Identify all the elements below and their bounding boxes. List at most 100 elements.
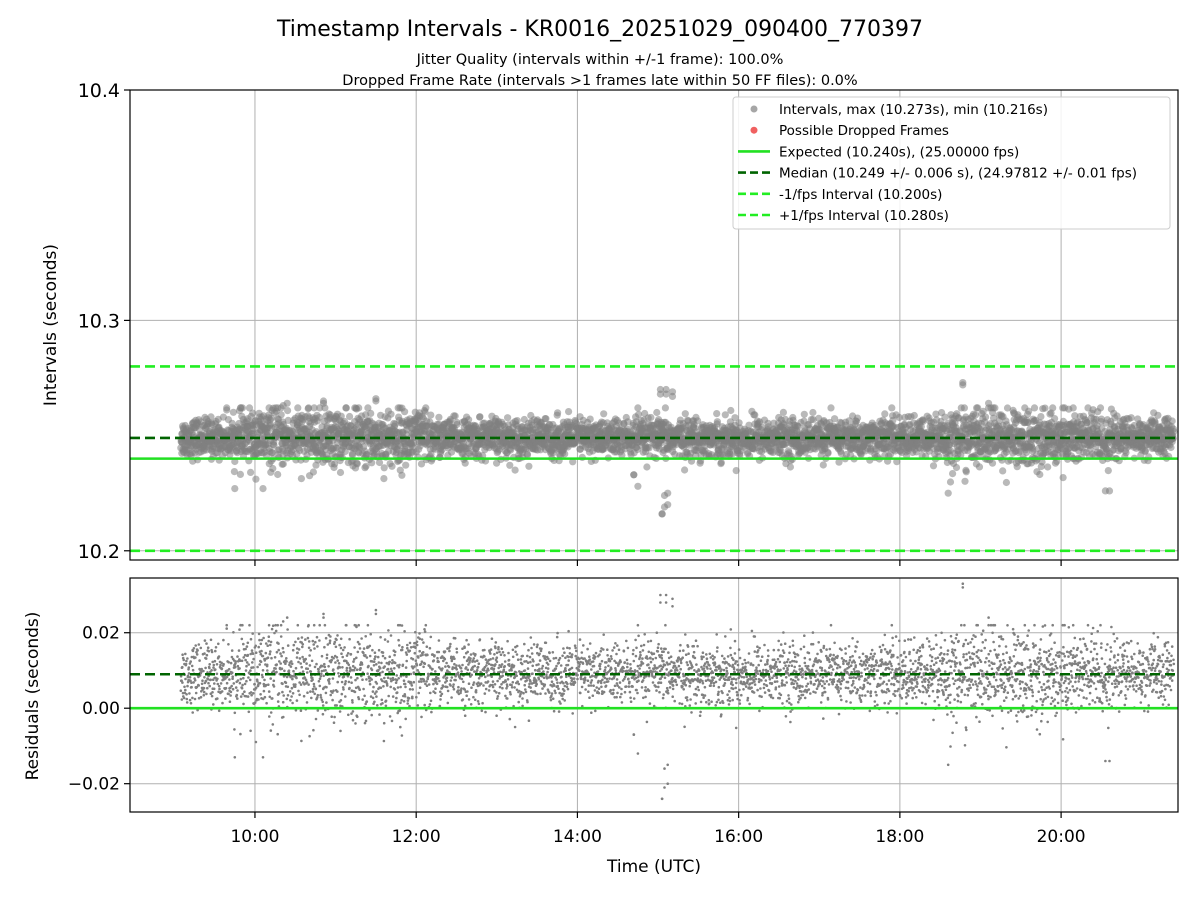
residual-point — [263, 695, 267, 699]
residual-point — [232, 682, 236, 685]
residual-point — [312, 728, 315, 732]
residual-point — [292, 643, 296, 647]
residual-point — [312, 685, 316, 688]
interval-point — [889, 416, 897, 424]
residual-point — [248, 623, 251, 627]
residual-point — [266, 656, 270, 659]
residual-point — [241, 623, 244, 627]
residual-point — [224, 686, 228, 690]
residual-point — [304, 638, 307, 641]
residual-point — [224, 697, 227, 700]
interval-point — [662, 390, 670, 398]
interval-point — [319, 397, 328, 405]
residual-point — [268, 715, 271, 718]
residual-point — [203, 652, 206, 655]
chart-subtitle-dropped: Dropped Frame Rate (intervals >1 frames … — [342, 73, 857, 89]
residual-point — [229, 690, 233, 694]
residual-point — [205, 642, 208, 645]
residual-point — [271, 723, 275, 726]
interval-point — [435, 413, 443, 421]
residual-point — [192, 681, 195, 684]
interval-point — [284, 407, 292, 415]
interval-point — [932, 410, 940, 418]
residual-point — [302, 694, 306, 698]
residual-point — [187, 672, 191, 675]
residual-point — [265, 663, 269, 667]
chart-legend: Intervals, max (10.273s), min (10.216s)P… — [732, 96, 1171, 230]
residual-point — [254, 740, 258, 744]
residual-point — [261, 669, 265, 672]
interval-point — [919, 417, 927, 425]
residual-point — [193, 679, 197, 682]
intervals-y-tick-label: 10.4 — [78, 80, 120, 102]
residual-point — [262, 689, 266, 693]
residual-point — [286, 628, 289, 631]
residual-point — [192, 647, 196, 650]
residual-point — [260, 649, 263, 653]
residual-point — [306, 636, 310, 640]
residual-point — [267, 683, 270, 686]
residual-point — [230, 671, 234, 674]
residual-point — [316, 693, 320, 697]
residual-point — [281, 682, 284, 686]
interval-point — [367, 409, 375, 417]
interval-point — [664, 501, 672, 509]
interval-point — [252, 475, 260, 483]
interval-point — [1003, 404, 1012, 412]
residual-point — [247, 710, 251, 714]
interval-point — [1044, 463, 1052, 471]
interval-point — [960, 404, 969, 412]
interval-point — [653, 408, 661, 417]
interval-point — [207, 413, 215, 421]
interval-point — [238, 404, 246, 412]
legend-label: -1/fps Interval (10.200s) — [779, 187, 942, 203]
residual-point — [282, 694, 286, 697]
residual-point — [190, 664, 194, 668]
residual-point — [186, 684, 189, 688]
residual-point — [243, 690, 246, 693]
residual-point — [248, 678, 252, 682]
interval-point — [1113, 412, 1121, 420]
interval-point — [305, 404, 313, 412]
interval-point — [656, 385, 665, 394]
residual-point — [269, 677, 273, 680]
residual-point — [291, 648, 295, 652]
residual-point — [294, 683, 297, 686]
interval-point — [1029, 445, 1037, 453]
interval-point — [277, 411, 285, 419]
interval-point — [1021, 404, 1029, 412]
interval-point — [952, 463, 961, 472]
residual-point — [309, 670, 313, 673]
residual-point — [244, 658, 247, 662]
residual-point — [216, 697, 219, 700]
interval-point — [634, 404, 642, 412]
residual-point — [202, 686, 206, 690]
residual-point — [264, 683, 268, 687]
residual-point — [249, 729, 252, 733]
residual-point — [240, 686, 244, 690]
interval-point — [513, 417, 521, 425]
residual-point — [301, 645, 304, 649]
interval-point — [895, 413, 903, 422]
residual-point — [257, 632, 261, 636]
residual-point — [305, 681, 309, 684]
residual-point — [316, 709, 320, 712]
interval-point — [297, 475, 305, 483]
interval-point — [946, 478, 955, 486]
residual-point — [208, 666, 211, 670]
residual-point — [281, 690, 284, 694]
residual-point — [240, 659, 244, 663]
residual-point — [282, 715, 285, 719]
residual-point — [275, 670, 278, 674]
residual-point — [258, 681, 262, 685]
residual-point — [312, 623, 316, 627]
interval-point — [504, 414, 512, 422]
interval-point — [1051, 415, 1059, 423]
residual-point — [181, 681, 184, 684]
residual-point — [281, 646, 285, 650]
residual-point — [242, 702, 245, 706]
interval-point — [835, 458, 843, 466]
residual-point — [263, 678, 266, 682]
legend-entry: Median (10.249 +/- 0.006 s), (24.97812 +… — [738, 166, 1137, 182]
